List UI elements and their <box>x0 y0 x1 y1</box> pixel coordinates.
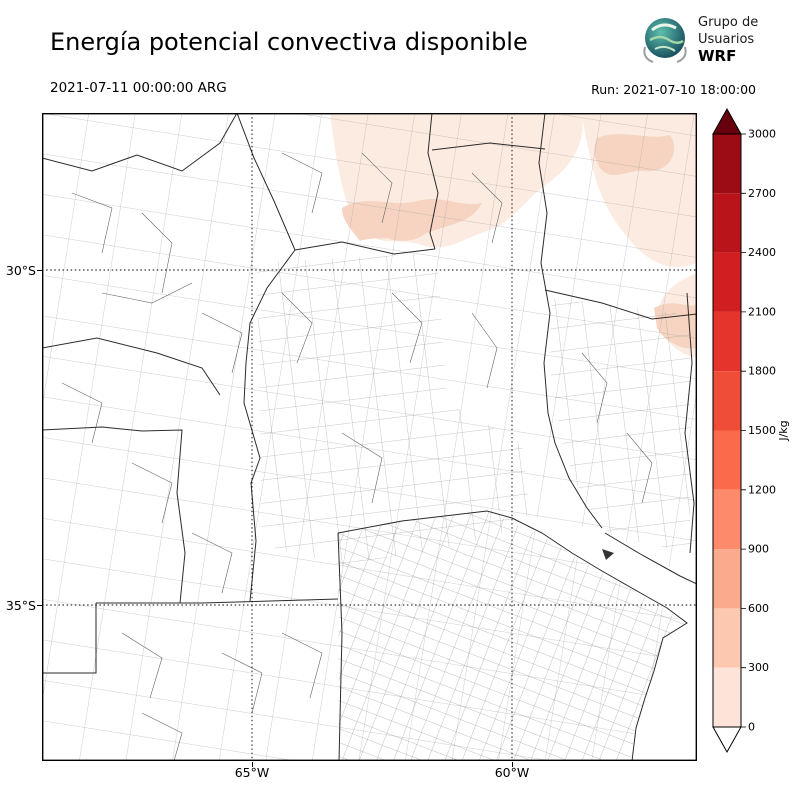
colorbar-tick-label: 3000 <box>748 128 776 141</box>
colorbar-tick-label: 1500 <box>748 424 776 437</box>
colorbar-unit-label: J/kg <box>777 420 790 441</box>
map-area <box>41 112 698 762</box>
logo-wrf: WRF <box>698 46 737 65</box>
lon-tick-label-60w: 60°W <box>494 765 530 780</box>
lon-tickmark-65w <box>252 762 253 767</box>
province-borders <box>41 112 698 674</box>
river-borders <box>538 112 698 585</box>
valid-time-label: 2021-07-11 00:00:00 ARG <box>50 80 227 96</box>
colorbar-tick-label: 2400 <box>748 246 776 259</box>
map-canvas <box>41 112 698 762</box>
lat-tickmark-30s <box>37 270 42 271</box>
colorbar-canvas: 3000 2700 2400 2100 1800 1500 1200 900 6… <box>712 107 790 754</box>
colorbar-arrow-top <box>712 107 742 135</box>
colorbar-tickmarks <box>741 133 746 728</box>
logo: Grupo de Usuarios WRF <box>638 12 758 66</box>
department-mesh <box>42 113 697 761</box>
colorbar-segment <box>713 252 741 312</box>
colorbar-arrow-bottom <box>712 726 742 754</box>
colorbar-segment <box>713 193 741 253</box>
lat-tick-label-30s: 30°S <box>5 263 36 278</box>
colorbar-segment <box>713 489 741 550</box>
colorbar-segment <box>713 608 741 668</box>
colorbar-tick-label: 2700 <box>748 187 776 200</box>
department-lines <box>61 152 653 762</box>
page-title: Energía potencial convectiva disponible <box>50 28 528 56</box>
colorbar-segment <box>713 430 741 490</box>
colorbar-segment <box>713 371 741 431</box>
river-water <box>490 509 697 761</box>
colorbar-tick-label: 900 <box>748 543 769 556</box>
colorbar-segment <box>713 549 741 609</box>
buenos-aires-border <box>337 510 688 762</box>
map-frame <box>41 112 697 761</box>
lat-tickmark-35s <box>37 605 42 606</box>
logo-line1: Grupo de <box>698 14 759 30</box>
lon-tick-label-65w: 65°W <box>234 765 270 780</box>
run-time-label: Run: 2021-07-10 18:00:00 <box>591 82 756 97</box>
colorbar-tick-label: 300 <box>748 661 769 674</box>
colorbar-tick-label: 1200 <box>748 483 776 496</box>
colorbar-tick-label: 0 <box>748 721 755 734</box>
lon-tickmark-60w <box>512 762 513 767</box>
logo-line2: Usuarios <box>698 31 755 47</box>
delta-marker <box>602 549 614 560</box>
wrf-globe-icon <box>643 18 687 63</box>
colorbar-segment <box>713 134 741 194</box>
colorbar-tick-label: 600 <box>748 602 769 615</box>
colorbar: 3000 2700 2400 2100 1800 1500 1200 900 6… <box>705 106 800 782</box>
colorbar-segment <box>713 311 741 372</box>
colorbar-tick-label: 2100 <box>748 305 776 318</box>
colorbar-segment <box>713 667 741 727</box>
lat-tick-label-35s: 35°S <box>5 598 36 613</box>
colorbar-tick-label: 1800 <box>748 365 776 378</box>
